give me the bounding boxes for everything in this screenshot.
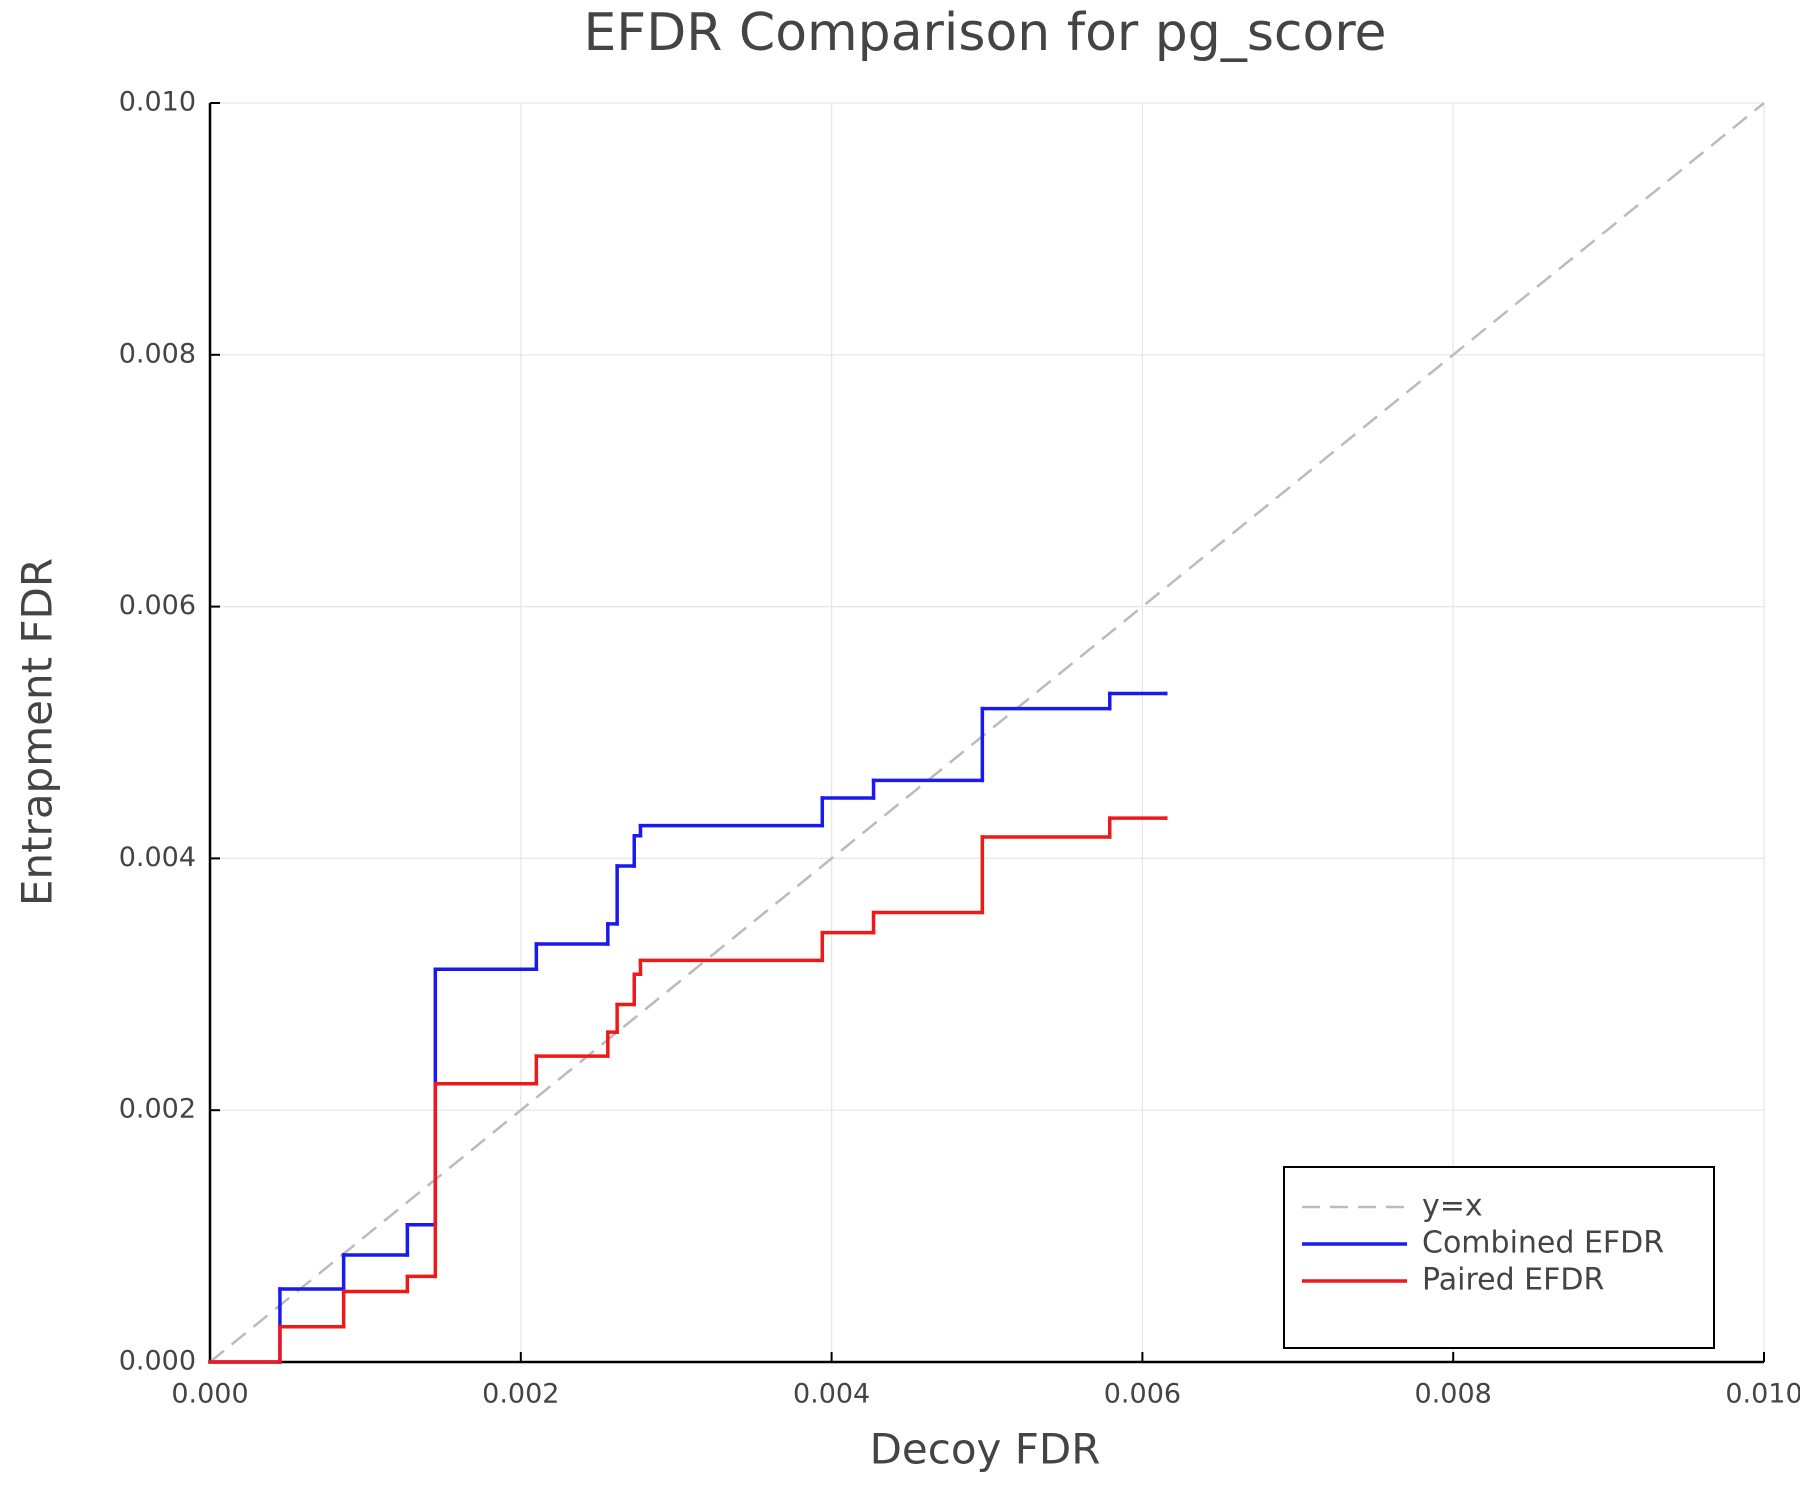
x-tick-label: 0.004 bbox=[793, 1379, 870, 1410]
x-tick-label: 0.008 bbox=[1415, 1379, 1492, 1410]
chart-title: EFDR Comparison for pg_score bbox=[583, 3, 1386, 63]
reference-line bbox=[209, 102, 1765, 1363]
legend-label: y=x bbox=[1422, 1189, 1483, 1224]
y-tick-label: 0.010 bbox=[119, 87, 196, 118]
y-tick-label: 0.004 bbox=[119, 842, 196, 873]
x-tick-label: 0.002 bbox=[482, 1379, 559, 1410]
y-tick-label: 0.008 bbox=[119, 338, 196, 369]
y-axis-label: Entrapment FDR bbox=[13, 558, 62, 906]
y-tick-label: 0.006 bbox=[119, 590, 196, 621]
x-tick-label: 0.000 bbox=[171, 1379, 248, 1410]
y-tick-label: 0.000 bbox=[119, 1346, 196, 1377]
x-tick-label: 0.006 bbox=[1104, 1379, 1181, 1410]
x-tick-label: 0.010 bbox=[1725, 1379, 1800, 1410]
x-axis-label: Decoy FDR bbox=[870, 1425, 1101, 1474]
legend-label: Combined EFDR bbox=[1422, 1226, 1664, 1261]
y-tick-label: 0.002 bbox=[119, 1094, 196, 1125]
legend-box bbox=[1283, 1166, 1715, 1349]
legend-label: Paired EFDR bbox=[1422, 1263, 1604, 1298]
